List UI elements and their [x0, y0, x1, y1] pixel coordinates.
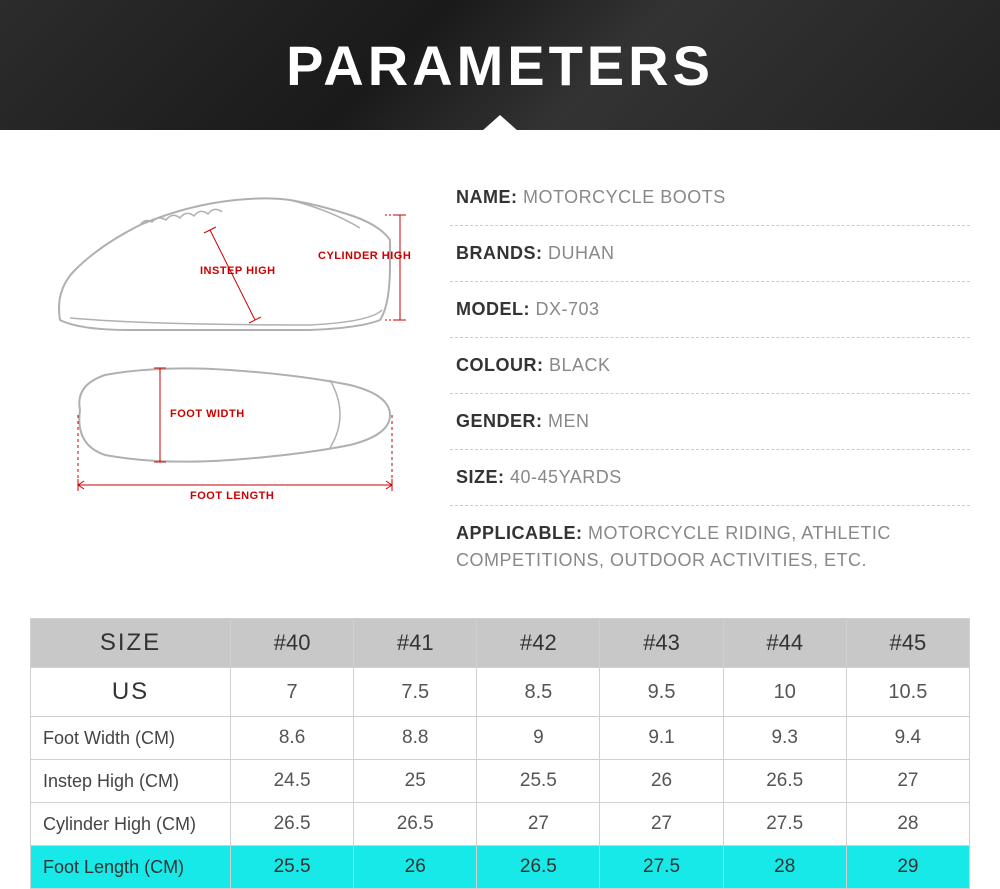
table-cell: 28 — [723, 846, 846, 889]
table-header-cell: #45 — [846, 619, 969, 668]
table-cell: 27.5 — [600, 846, 723, 889]
table-body: US77.58.59.51010.5Foot Width (CM)8.68.89… — [31, 668, 970, 889]
diagram-label-footlength: FOOT LENGTH — [190, 490, 274, 502]
diagram-label-footwidth: FOOT WIDTH — [170, 408, 245, 420]
size-table-wrap: SIZE #40 #41 #42 #43 #44 #45 US77.58.59.… — [0, 608, 1000, 889]
table-cell: 7.5 — [354, 668, 477, 717]
spec-label: SIZE: — [456, 467, 505, 487]
table-cell: 25 — [354, 760, 477, 803]
table-cell: 28 — [846, 803, 969, 846]
shoe-laces — [140, 209, 222, 225]
table-cell: 26.5 — [231, 803, 354, 846]
table-header-row: SIZE #40 #41 #42 #43 #44 #45 — [31, 619, 970, 668]
spec-label: BRANDS: — [456, 243, 543, 263]
spec-label: MODEL: — [456, 299, 530, 319]
table-row-label: Cylinder High (CM) — [31, 803, 231, 846]
table-row-label: Instep High (CM) — [31, 760, 231, 803]
table-header-cell: SIZE — [31, 619, 231, 668]
instep-tick-bot — [249, 317, 261, 323]
table-cell: 26.5 — [723, 760, 846, 803]
diagram-label-cylinder: CYLINDER HIGH — [318, 250, 411, 262]
table-cell: 25.5 — [231, 846, 354, 889]
table-cell: 9.3 — [723, 717, 846, 760]
table-cell: 26 — [600, 760, 723, 803]
table-cell: 10.5 — [846, 668, 969, 717]
header-banner: PARAMETERS — [0, 0, 1000, 130]
content-area: INSTEP HIGH CYLINDER HIGH FOOT WIDTH FOO… — [0, 130, 1000, 608]
table-row: Foot Length (CM)25.52626.527.52829 — [31, 846, 970, 889]
spec-label: APPLICABLE: — [456, 523, 583, 543]
header-pointer-icon — [482, 115, 518, 131]
table-cell: 25.5 — [477, 760, 600, 803]
table-cell: 26 — [354, 846, 477, 889]
table-cell: 8.5 — [477, 668, 600, 717]
table-cell: 27 — [600, 803, 723, 846]
spec-value: DX-703 — [536, 299, 600, 319]
spec-row: GENDER: MEN — [450, 394, 970, 450]
table-cell: 9.1 — [600, 717, 723, 760]
table-cell: 27 — [846, 760, 969, 803]
instep-tick-top — [204, 227, 216, 233]
table-cell: 8.8 — [354, 717, 477, 760]
table-cell: 9 — [477, 717, 600, 760]
spec-row: SIZE: 40-45YARDS — [450, 450, 970, 506]
page-title: PARAMETERS — [286, 33, 714, 98]
table-header-cell: #42 — [477, 619, 600, 668]
spec-row: COLOUR: BLACK — [450, 338, 970, 394]
table-header-cell: #43 — [600, 619, 723, 668]
table-cell: 9.5 — [600, 668, 723, 717]
table-row: Cylinder High (CM)26.526.5272727.528 — [31, 803, 970, 846]
spec-value: MOTORCYCLE BOOTS — [523, 187, 726, 207]
table-row: Instep High (CM)24.52525.52626.527 — [31, 760, 970, 803]
spec-value: DUHAN — [548, 243, 615, 263]
table-cell: 8.6 — [231, 717, 354, 760]
spec-value: BLACK — [549, 355, 611, 375]
table-cell: 29 — [846, 846, 969, 889]
table-cell: 27 — [477, 803, 600, 846]
table-row-label: Foot Length (CM) — [31, 846, 231, 889]
spec-list: NAME: MOTORCYCLE BOOTS BRANDS: DUHAN MOD… — [450, 170, 970, 588]
table-cell: 27.5 — [723, 803, 846, 846]
sole-heel-seam — [330, 380, 340, 448]
spec-value: MEN — [548, 411, 590, 431]
spec-value: 40-45YARDS — [510, 467, 622, 487]
spec-row: NAME: MOTORCYCLE BOOTS — [450, 170, 970, 226]
shoe-sole-line — [70, 310, 382, 325]
diagram-label-instep: INSTEP HIGH — [200, 265, 276, 277]
table-header-cell: #44 — [723, 619, 846, 668]
table-cell: 26.5 — [477, 846, 600, 889]
table-row-label: US — [31, 668, 231, 717]
spec-label: COLOUR: — [456, 355, 544, 375]
table-row-label: Foot Width (CM) — [31, 717, 231, 760]
shoe-diagram: INSTEP HIGH CYLINDER HIGH FOOT WIDTH FOO… — [30, 170, 430, 510]
table-cell: 24.5 — [231, 760, 354, 803]
size-table: SIZE #40 #41 #42 #43 #44 #45 US77.58.59.… — [30, 618, 970, 889]
shoe-diagram-svg — [30, 170, 430, 510]
table-cell: 9.4 — [846, 717, 969, 760]
spec-row: BRANDS: DUHAN — [450, 226, 970, 282]
table-cell: 26.5 — [354, 803, 477, 846]
table-cell: 10 — [723, 668, 846, 717]
spec-row: MODEL: DX-703 — [450, 282, 970, 338]
spec-label: GENDER: — [456, 411, 543, 431]
table-row: US77.58.59.51010.5 — [31, 668, 970, 717]
spec-label: NAME: — [456, 187, 518, 207]
table-row: Foot Width (CM)8.68.899.19.39.4 — [31, 717, 970, 760]
table-header-cell: #40 — [231, 619, 354, 668]
table-header-cell: #41 — [354, 619, 477, 668]
spec-row: APPLICABLE: MOTORCYCLE RIDING, ATHLETIC … — [450, 506, 970, 588]
table-cell: 7 — [231, 668, 354, 717]
